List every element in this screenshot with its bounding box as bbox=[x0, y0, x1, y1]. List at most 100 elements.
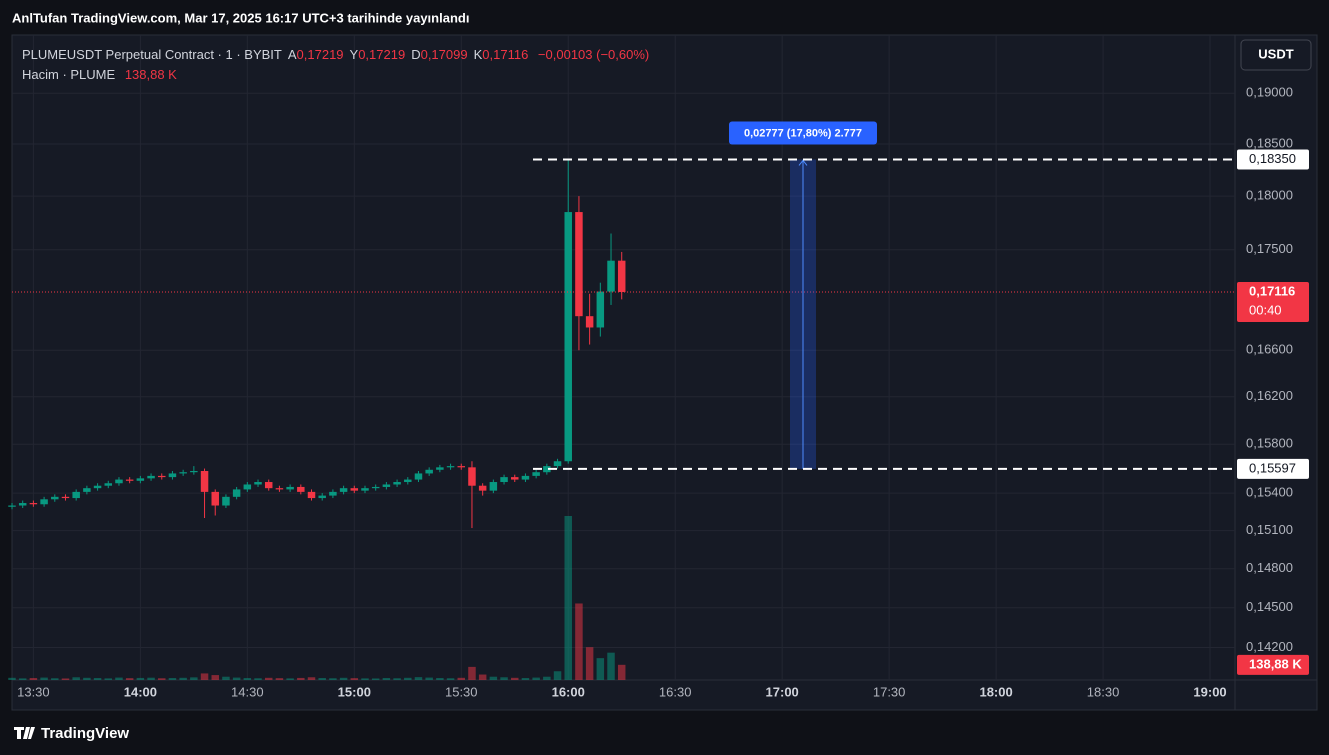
x-tick-label: 15:00 bbox=[338, 684, 371, 699]
candle-body bbox=[93, 485, 102, 489]
countdown: 00:40 bbox=[1249, 302, 1282, 317]
volume-bar bbox=[125, 678, 134, 680]
brand-logo bbox=[14, 727, 35, 739]
measure-price-tag bbox=[1237, 458, 1309, 479]
volume-bar bbox=[329, 678, 337, 680]
x-tick-label: 19:00 bbox=[1193, 684, 1226, 699]
volume-bar bbox=[478, 674, 487, 680]
candle-body bbox=[414, 473, 423, 480]
y-tick-label: 0,18500 bbox=[1246, 135, 1293, 150]
candle-body bbox=[371, 486, 380, 489]
volume-bar bbox=[307, 677, 316, 680]
candle-body bbox=[61, 496, 70, 499]
candle-body bbox=[564, 212, 572, 462]
ohlc-letter: Y bbox=[349, 47, 359, 62]
candle-body bbox=[596, 291, 605, 328]
candle-body bbox=[83, 488, 91, 492]
measure-label: 0,02777 (17,80%) 2.777 bbox=[744, 127, 862, 139]
change-pct: (−0,60%) bbox=[596, 47, 650, 62]
ohlc-letter: D bbox=[411, 47, 421, 62]
volume-bar bbox=[596, 658, 605, 680]
candle-body bbox=[200, 470, 209, 492]
brand: TradingView bbox=[41, 725, 129, 742]
candle-body bbox=[222, 496, 230, 506]
x-tick-label: 16:00 bbox=[552, 684, 585, 699]
x-tick-label: 18:00 bbox=[979, 684, 1012, 699]
ohlc-value: 0,17116 bbox=[482, 47, 529, 62]
candle-body bbox=[8, 505, 16, 507]
ohlc-value: 0,17219 bbox=[358, 47, 406, 62]
volume-last: 138,88 K bbox=[124, 67, 177, 82]
candle-body bbox=[147, 475, 155, 479]
x-tick-label: 14:00 bbox=[124, 684, 157, 699]
volume-bar bbox=[617, 664, 626, 680]
candle-body bbox=[168, 473, 177, 478]
candle-body bbox=[382, 484, 391, 487]
volume-bar bbox=[457, 677, 466, 680]
measure-label-box bbox=[729, 121, 877, 145]
volume-bar bbox=[361, 678, 369, 680]
volume-bar bbox=[468, 666, 476, 680]
volume-bar bbox=[500, 677, 508, 680]
volume-bar bbox=[264, 677, 273, 680]
volume-tag bbox=[1237, 654, 1309, 675]
measure-price-tag bbox=[1237, 149, 1309, 170]
y-tick-label: 0,15100 bbox=[1246, 522, 1293, 537]
candle-body bbox=[18, 503, 27, 506]
candle-body bbox=[243, 484, 252, 490]
y-tick-label: 0,18000 bbox=[1246, 188, 1293, 203]
volume-legend: Hacim · PLUME 138,88 K bbox=[22, 65, 649, 85]
volume-bar bbox=[382, 678, 391, 680]
measure-price-label: 0,18350 bbox=[1249, 151, 1296, 166]
currency-button-label[interactable]: USDT bbox=[1258, 46, 1293, 61]
y-tick-label: 0,15800 bbox=[1246, 436, 1293, 451]
y-tick-label: 0,14500 bbox=[1246, 599, 1293, 614]
candle-body bbox=[468, 467, 476, 486]
volume-bar bbox=[243, 678, 252, 680]
candle-body bbox=[104, 483, 113, 486]
candle-body bbox=[339, 488, 348, 492]
candle-body bbox=[286, 486, 294, 490]
last-price-tag bbox=[1237, 282, 1309, 323]
volume-bar bbox=[222, 676, 230, 680]
volume-bar bbox=[211, 675, 219, 680]
candle-body bbox=[575, 212, 583, 317]
volume-bar bbox=[83, 677, 91, 680]
candle-body bbox=[521, 475, 530, 480]
volume-bar bbox=[436, 678, 444, 680]
volume-bar bbox=[564, 516, 572, 680]
candle-body bbox=[511, 477, 519, 480]
ohlc-letter: K bbox=[473, 47, 483, 62]
candle-body bbox=[585, 316, 594, 328]
ohlc-value: 0,17219 bbox=[296, 47, 344, 62]
volume-bar bbox=[168, 678, 177, 680]
candle-body bbox=[254, 482, 262, 485]
candle-body bbox=[446, 466, 455, 468]
candle-body bbox=[211, 491, 219, 506]
volume-bar bbox=[393, 678, 401, 680]
candle-body bbox=[51, 496, 59, 500]
volume-bar bbox=[93, 678, 102, 680]
volume-bar bbox=[72, 677, 80, 680]
volume-bar bbox=[543, 676, 551, 680]
publisher: AnlTufan TradingView.com, Mar 17, 2025 1… bbox=[12, 10, 469, 25]
candle-body bbox=[489, 482, 498, 491]
candle-body bbox=[115, 479, 123, 484]
volume-bar bbox=[29, 678, 38, 680]
x-tick-label: 18:30 bbox=[1087, 684, 1120, 699]
volume-bar bbox=[275, 678, 284, 680]
volume-bar bbox=[553, 671, 562, 680]
volume-bar bbox=[511, 677, 519, 680]
chart-panel bbox=[11, 34, 1318, 711]
volume-bar bbox=[104, 678, 113, 680]
volume-bar bbox=[18, 678, 27, 680]
y-tick-label: 0,15400 bbox=[1246, 485, 1293, 500]
candle-body bbox=[457, 466, 466, 468]
measure-arrowhead bbox=[798, 159, 808, 166]
volume-bar bbox=[532, 677, 540, 680]
candle-body bbox=[72, 491, 80, 499]
currency-button[interactable] bbox=[1240, 39, 1312, 71]
y-tick-label: 0,16200 bbox=[1246, 388, 1293, 403]
volume-bar bbox=[607, 652, 615, 680]
